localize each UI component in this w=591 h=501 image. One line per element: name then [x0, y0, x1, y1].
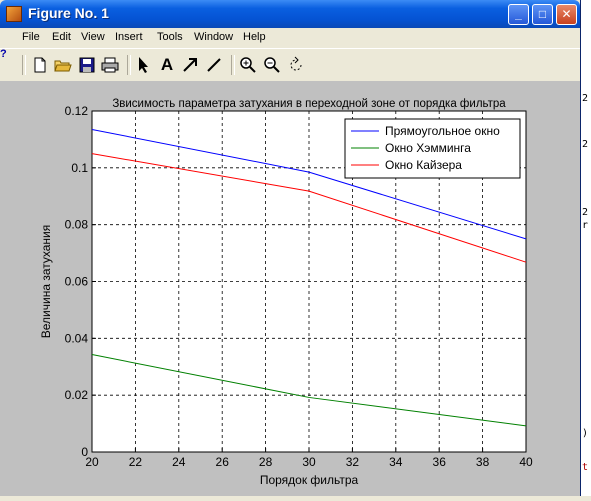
background-text: )	[582, 428, 589, 439]
open-folder-icon[interactable]	[53, 55, 73, 75]
background-window-strip: 2 2 2 r ) t	[581, 0, 591, 496]
legend-entry: Прямоугольное окно	[385, 124, 500, 138]
figure-toolbar: A	[0, 48, 580, 82]
y-tick-label: 0.08	[65, 218, 89, 232]
y-tick-label: 0.02	[65, 388, 89, 402]
x-axis-label: Порядок фильтра	[260, 473, 359, 487]
y-tick-label: 0.04	[65, 331, 89, 345]
rotate-icon[interactable]	[286, 55, 306, 75]
series-line-0[interactable]	[91, 128, 527, 240]
close-button[interactable]: ✕	[556, 4, 577, 25]
zoom-out-icon[interactable]	[262, 55, 282, 75]
menu-view[interactable]: View	[81, 31, 105, 43]
line-chart: 20 22 24 26 28 30 32 34 36 38 40 0 0.02 0.04 0.06 0.08 0…	[39, 98, 533, 487]
arrow-insert-icon[interactable]	[180, 55, 200, 75]
axis-ticks: 20 22 24 26 28 30 32 34 36 38 40 0 0.02 0.04 0.06 0.08 0…	[65, 104, 533, 469]
menu-bar: File Edit View Insert Tools Window Help	[0, 28, 580, 47]
x-tick-label: 24	[172, 455, 186, 469]
x-tick-label: 30	[302, 455, 316, 469]
text-insert-icon[interactable]: A	[160, 55, 174, 74]
x-tick-label: 22	[129, 455, 143, 469]
series-layer	[91, 128, 527, 427]
x-tick-label: 36	[433, 455, 447, 469]
toolbar-separator	[231, 55, 235, 75]
background-text: 2	[582, 139, 589, 150]
x-tick-label: 32	[346, 455, 360, 469]
series-line-1[interactable]	[91, 354, 527, 427]
menu-insert[interactable]: Insert	[115, 31, 143, 43]
toolbar-separator	[127, 55, 131, 75]
toolbar-separator	[22, 55, 26, 75]
menu-tools[interactable]: Tools	[157, 31, 183, 43]
menu-edit[interactable]: Edit	[52, 31, 71, 43]
print-icon[interactable]	[100, 55, 120, 75]
zoom-in-icon[interactable]	[238, 55, 258, 75]
title-bar[interactable]: Figure No. 1 _ □ ✕	[0, 0, 580, 28]
background-text: r	[582, 220, 589, 231]
chart-legend[interactable]: Прямоугольное окно Окно Хэмминга Окно Кайз…	[344, 118, 521, 179]
arrow-pointer-icon[interactable]	[134, 55, 154, 75]
y-tick-label: 0.12	[65, 104, 89, 118]
y-tick-label: 0.06	[65, 275, 89, 289]
chart-title: Звисимость параметра затухания в переход…	[112, 98, 506, 110]
y-tick-label: 0	[81, 445, 88, 459]
menu-window[interactable]: Window	[194, 31, 234, 43]
window-title: Figure No. 1	[28, 5, 109, 21]
x-tick-label: 34	[389, 455, 403, 469]
x-tick-label: 40	[519, 455, 533, 469]
series-line-2[interactable]	[91, 153, 527, 263]
x-tick-label: 28	[259, 455, 273, 469]
menu-file[interactable]: File	[22, 31, 40, 43]
help-question-mark: ?	[0, 48, 7, 60]
figure-window: Figure No. 1 _ □ ✕ File Edit View Insert…	[0, 0, 581, 496]
line-insert-icon[interactable]	[204, 55, 224, 75]
minimize-button[interactable]: _	[508, 4, 529, 25]
matlab-app-icon	[6, 6, 22, 22]
background-text: 2	[582, 207, 589, 218]
new-file-icon[interactable]	[30, 55, 50, 75]
y-axis-label: Величина затухания	[39, 225, 53, 338]
x-tick-label: 38	[476, 455, 490, 469]
save-icon[interactable]	[77, 55, 97, 75]
x-tick-label: 26	[216, 455, 230, 469]
menu-help[interactable]: Help	[243, 31, 266, 43]
y-tick-label: 0.1	[71, 161, 88, 175]
x-tick-label: 20	[85, 455, 99, 469]
maximize-button[interactable]: □	[532, 4, 553, 25]
background-text: t	[582, 462, 589, 473]
figure-canvas: 20 22 24 26 28 30 32 34 36 38 40 0 0.02 0.04 0.06 0.08 0…	[0, 81, 580, 496]
legend-entry: Окно Кайзера	[385, 158, 462, 172]
legend-entry: Окно Хэмминга	[385, 141, 471, 155]
background-text: 2	[582, 93, 589, 104]
